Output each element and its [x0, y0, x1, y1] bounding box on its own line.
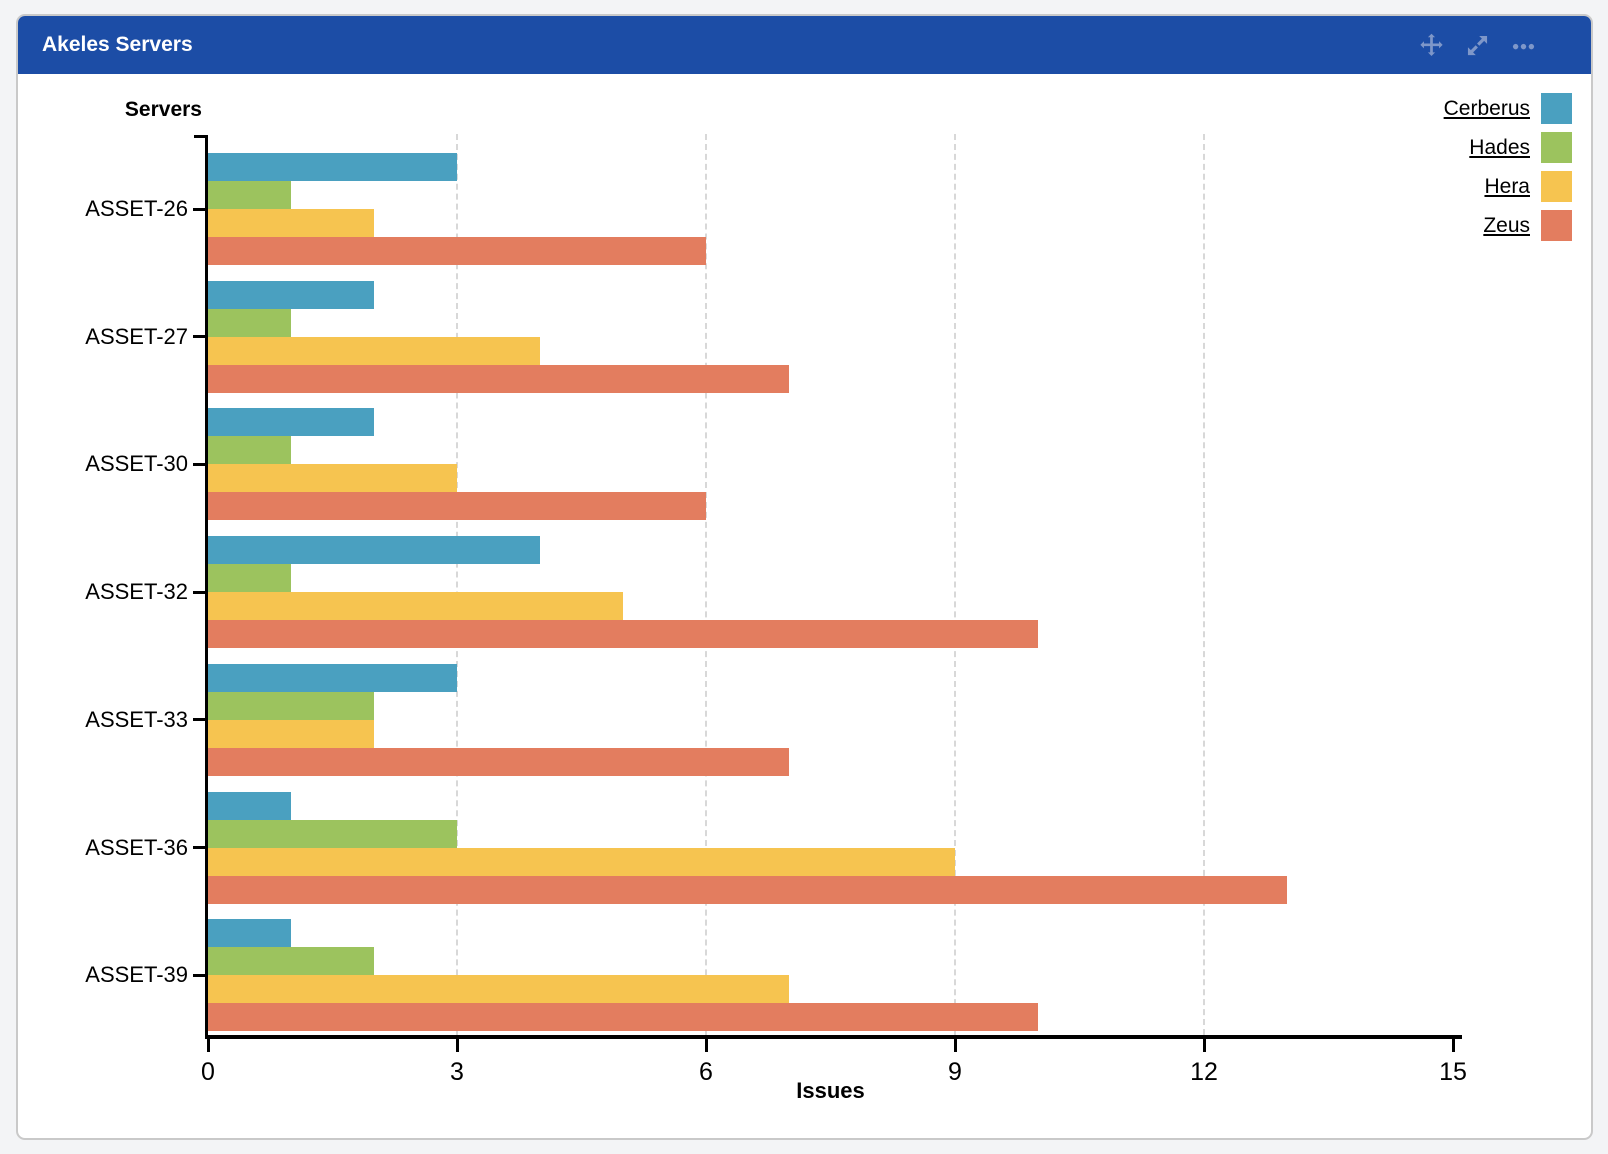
bar-zeus-asset-39[interactable]	[208, 1003, 1038, 1032]
x-tick-3	[455, 1039, 459, 1052]
gadget-title: Akeles Servers	[42, 33, 193, 56]
y-tick-label-asset-30: ASSET-30	[85, 451, 188, 477]
gridline-12	[1203, 134, 1205, 1035]
bar-zeus-asset-36[interactable]	[208, 875, 1287, 904]
gadget-header-actions	[1418, 32, 1591, 59]
y-axis-top-tick	[194, 135, 206, 138]
legend-item-zeus: Zeus	[1483, 210, 1572, 241]
bar-hera-asset-27[interactable]	[208, 336, 540, 365]
y-axis-line	[205, 135, 208, 1037]
legend-swatch-cerberus[interactable]	[1541, 93, 1572, 124]
bar-cerberus-asset-27[interactable]	[208, 280, 374, 309]
y-tick-asset-36	[193, 846, 207, 849]
bar-zeus-asset-26[interactable]	[208, 237, 706, 265]
bar-zeus-asset-33[interactable]	[208, 747, 789, 776]
bar-cerberus-asset-26[interactable]	[208, 153, 457, 181]
bar-hera-asset-30[interactable]	[208, 464, 457, 493]
legend-label-cerberus[interactable]: Cerberus	[1443, 96, 1530, 120]
y-tick-label-asset-27: ASSET-27	[85, 323, 188, 349]
y-tick-asset-33	[193, 718, 207, 722]
gadget-header: Akeles Servers	[18, 16, 1591, 74]
legend-item-hades: Hades	[1469, 132, 1572, 163]
bar-hades-asset-26[interactable]	[208, 181, 291, 209]
x-tick-label-9: 9	[948, 1058, 962, 1086]
gridline-3	[456, 134, 458, 1035]
bar-hades-asset-27[interactable]	[208, 308, 291, 337]
chart-legend: Cerberus Hades Hera Zeus	[1444, 93, 1572, 241]
bar-cerberus-asset-39[interactable]	[208, 919, 291, 948]
legend-label-hera[interactable]: Hera	[1484, 174, 1530, 198]
legend-swatch-hades[interactable]	[1541, 132, 1572, 163]
gadget-panel: Akeles Servers Servers Issues ASSET-26 AS…	[16, 14, 1593, 1140]
x-tick-12	[1202, 1039, 1206, 1052]
y-tick-label-asset-32: ASSET-32	[85, 579, 188, 605]
bar-hera-asset-33[interactable]	[208, 719, 374, 748]
y-tick-asset-30	[193, 462, 207, 466]
y-tick-asset-32	[193, 590, 207, 594]
bar-zeus-asset-30[interactable]	[208, 492, 706, 521]
bar-hera-asset-36[interactable]	[208, 847, 955, 876]
x-tick-label-6: 6	[699, 1058, 713, 1086]
x-tick-9	[953, 1039, 957, 1052]
ellipsis-icon[interactable]	[1510, 32, 1537, 59]
y-tick-asset-26	[193, 207, 207, 211]
bar-hades-asset-39[interactable]	[208, 947, 374, 976]
gridline-6	[705, 134, 707, 1035]
legend-item-hera: Hera	[1484, 171, 1572, 202]
y-tick-label-asset-26: ASSET-26	[85, 196, 188, 221]
y-tick-asset-27	[193, 335, 207, 339]
x-tick-label-12: 12	[1190, 1058, 1218, 1086]
bar-zeus-asset-32[interactable]	[208, 620, 1038, 649]
y-tick-label-asset-39: ASSET-39	[85, 962, 188, 988]
bar-hades-asset-32[interactable]	[208, 564, 291, 593]
y-tick-asset-39	[193, 973, 207, 977]
x-tick-label-3: 3	[450, 1058, 464, 1086]
y-tick-label-asset-33: ASSET-33	[85, 706, 188, 732]
bar-hera-asset-39[interactable]	[208, 975, 789, 1004]
bar-zeus-asset-27[interactable]	[208, 364, 789, 393]
x-tick-15	[1451, 1039, 1455, 1052]
legend-swatch-zeus[interactable]	[1541, 210, 1572, 241]
x-tick-label-15: 15	[1439, 1058, 1467, 1086]
bar-hera-asset-26[interactable]	[208, 209, 374, 237]
y-tick-label-asset-36: ASSET-36	[85, 834, 188, 860]
bar-cerberus-asset-32[interactable]	[208, 536, 540, 565]
x-tick-6	[704, 1039, 708, 1052]
x-tick-label-0: 0	[201, 1058, 215, 1086]
bar-cerberus-asset-36[interactable]	[208, 791, 291, 820]
legend-item-cerberus: Cerberus	[1444, 93, 1572, 124]
bar-hades-asset-36[interactable]	[208, 819, 457, 848]
bar-cerberus-asset-33[interactable]	[208, 663, 457, 692]
legend-label-zeus[interactable]: Zeus	[1483, 213, 1530, 237]
x-tick-0	[206, 1039, 210, 1052]
bar-cerberus-asset-30[interactable]	[208, 408, 374, 437]
bar-hades-asset-33[interactable]	[208, 691, 374, 720]
gridline-9	[954, 134, 956, 1035]
move-icon[interactable]	[1418, 32, 1445, 59]
y-axis-title: Servers	[124, 98, 202, 121]
plot-area: Issues ASSET-26 ASSET-27 ASSET-30 ASSET-32 A…	[85, 130, 1467, 1103]
legend-label-hades[interactable]: Hades	[1469, 135, 1530, 159]
bar-hera-asset-32[interactable]	[208, 592, 623, 621]
x-axis-line	[205, 1035, 1462, 1039]
x-axis-title: Issues	[796, 1078, 865, 1103]
maximize-icon[interactable]	[1464, 32, 1491, 59]
bar-hades-asset-30[interactable]	[208, 436, 291, 465]
legend-swatch-hera[interactable]	[1541, 171, 1572, 202]
